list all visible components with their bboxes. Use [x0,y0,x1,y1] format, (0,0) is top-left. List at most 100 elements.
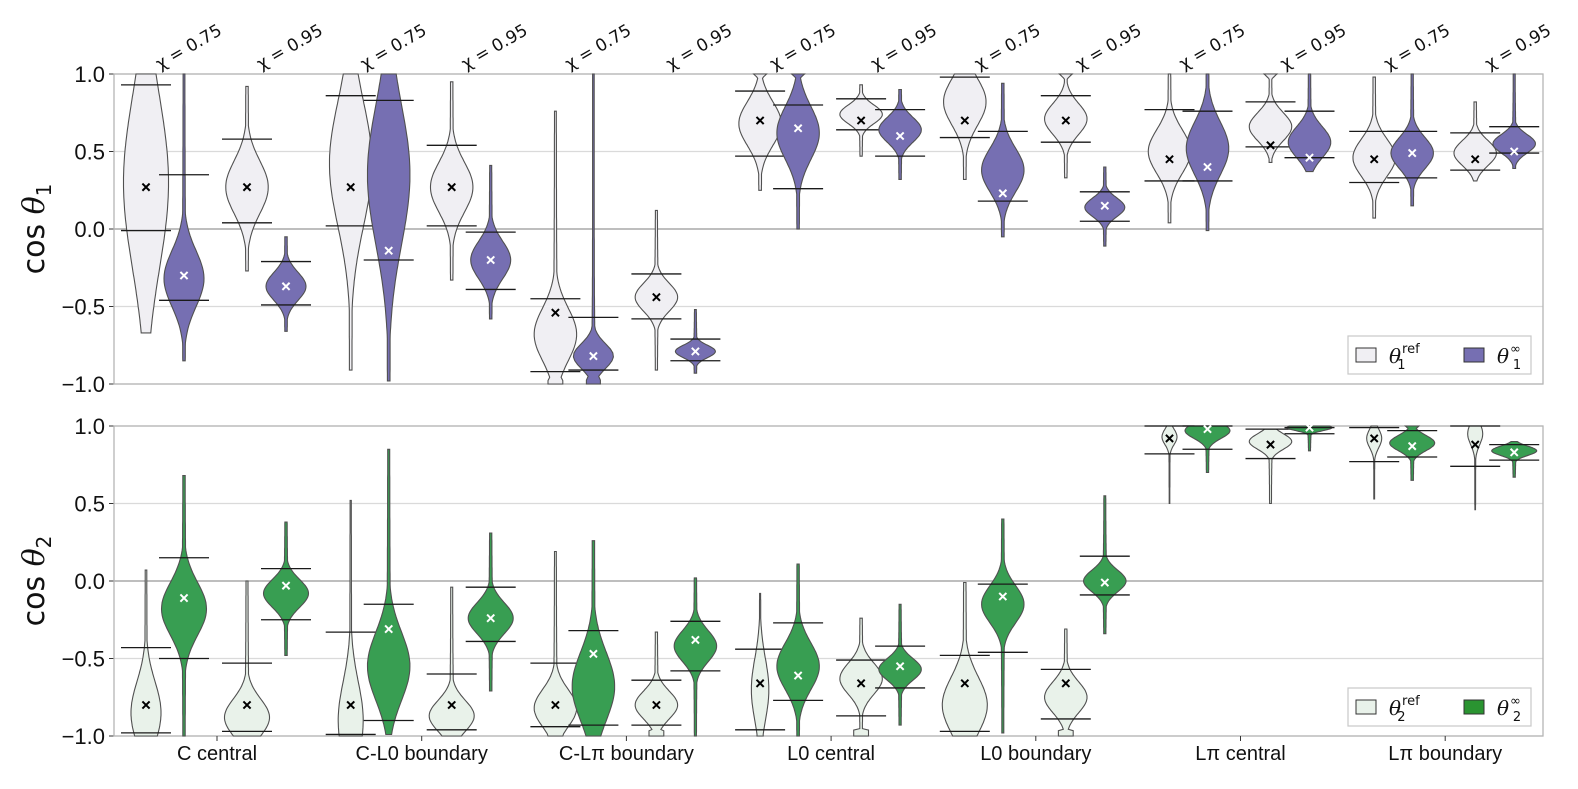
marker-x [960,116,970,125]
violin-inf-chi0.95 [261,236,311,332]
legend-swatch [1463,699,1485,715]
legend-swatch [1355,699,1377,715]
y-label-theta: θ [17,196,52,214]
marker-x [895,131,905,141]
violin-body [428,586,475,737]
marker-x [384,624,394,634]
y-tick-label: −1.0 [62,372,105,397]
violin-body [1352,76,1396,219]
violin-inf-chi0.95 [1079,495,1130,635]
marker-x [179,593,189,603]
marker-x [755,678,765,688]
violin-inf-chi0.75 [568,540,619,737]
marker-x [486,255,496,265]
chi-label: χ = 0.95 [254,21,327,75]
violin-body [878,603,922,726]
marker-x [589,351,598,361]
violin-body [634,209,679,371]
axes-frame [113,73,1544,385]
violin-inf-chi0.95 [1284,423,1335,452]
axes-frame [113,425,1544,737]
violin-body [470,164,512,320]
violin-inf-chi0.75 [159,475,209,737]
violin-ref-chi0.95 [426,81,477,281]
violin-body [776,73,820,230]
y-tick-label: −0.5 [62,295,105,320]
violin-body [1147,73,1192,224]
violin-ref-chi0.75 [121,569,171,737]
legend-label: θ∞ 2 [1497,694,1521,725]
legend-sup: ref [1402,342,1420,357]
legend-sym: θ [1389,696,1401,720]
chi-label: χ = 0.75 [1381,21,1454,75]
violin-body [839,617,883,737]
violin-body [328,73,373,371]
chi-label: χ = 0.95 [458,21,531,75]
marker-x [1509,448,1519,457]
y-tick-label: 0.5 [74,492,105,517]
y-label-cos: cos [17,566,52,626]
violin-body [265,236,307,332]
marker-x [447,700,457,710]
violin-ref-chi0.75 [939,581,990,737]
chi-label: χ = 0.75 [767,21,840,75]
category-label: L0 central [787,743,875,765]
violin-body [776,563,820,737]
violin-body [130,569,162,737]
violin-ref-chi0.95 [1245,73,1296,163]
violin-body [878,88,922,180]
marker-x [447,182,457,192]
violin-ref-chi0.75 [325,73,376,371]
violin-body [1491,440,1538,478]
violin-body [1467,425,1484,511]
legend-sym: θ [1389,344,1401,368]
marker-x [1165,434,1174,443]
legend: θref 2 θ∞ 2 [1347,687,1532,727]
violin-body [225,85,269,272]
violin-inf-chi0.75 [363,448,414,736]
violin-body [1389,425,1436,481]
violin-ref-chi0.75 [1349,425,1400,500]
chi-label: χ = 0.95 [663,21,736,75]
violin-ref-chi0.95 [1040,73,1091,179]
violin-body [981,518,1025,734]
violin-ref-chi0.95 [631,209,682,371]
violin-ref-chi0.95 [836,84,887,157]
violin-body [1390,73,1434,207]
violin-ref-chi0.75 [939,73,990,180]
violin-body [163,73,205,362]
marker-x [141,182,151,192]
marker-x [1509,147,1519,156]
marker-x [895,661,905,671]
marker-x [551,308,560,318]
violin-body [1366,425,1383,500]
marker-x [1100,578,1110,587]
violin-inf-chi0.95 [1079,166,1130,247]
category-label: C-L0 boundary [356,743,488,765]
violin-body [533,550,578,737]
marker-x [691,347,700,356]
marker-x [793,671,803,680]
violin-inf-chi0.75 [977,82,1028,238]
violin-ref-chi0.75 [325,499,376,737]
violin-inf-chi0.95 [1489,73,1540,170]
y-label-sub: 1 [32,184,56,197]
marker-x [1470,154,1480,164]
marker-x [179,271,189,280]
legend-swatch [1355,347,1377,363]
violin-inf-chi0.75 [568,73,619,385]
marker-x [1305,153,1314,163]
marker-x [346,700,356,710]
legend-sup: ref [1402,694,1420,709]
y-label-sub: 2 [32,536,56,549]
marker-x [652,700,661,710]
chi-label: χ = 0.75 [357,21,430,75]
violin-body [122,73,170,334]
y-label-cos: cos [17,214,52,274]
violin-body [1044,73,1088,179]
marker-x [384,246,394,256]
marker-x [1266,440,1275,449]
marker-x [691,635,700,645]
